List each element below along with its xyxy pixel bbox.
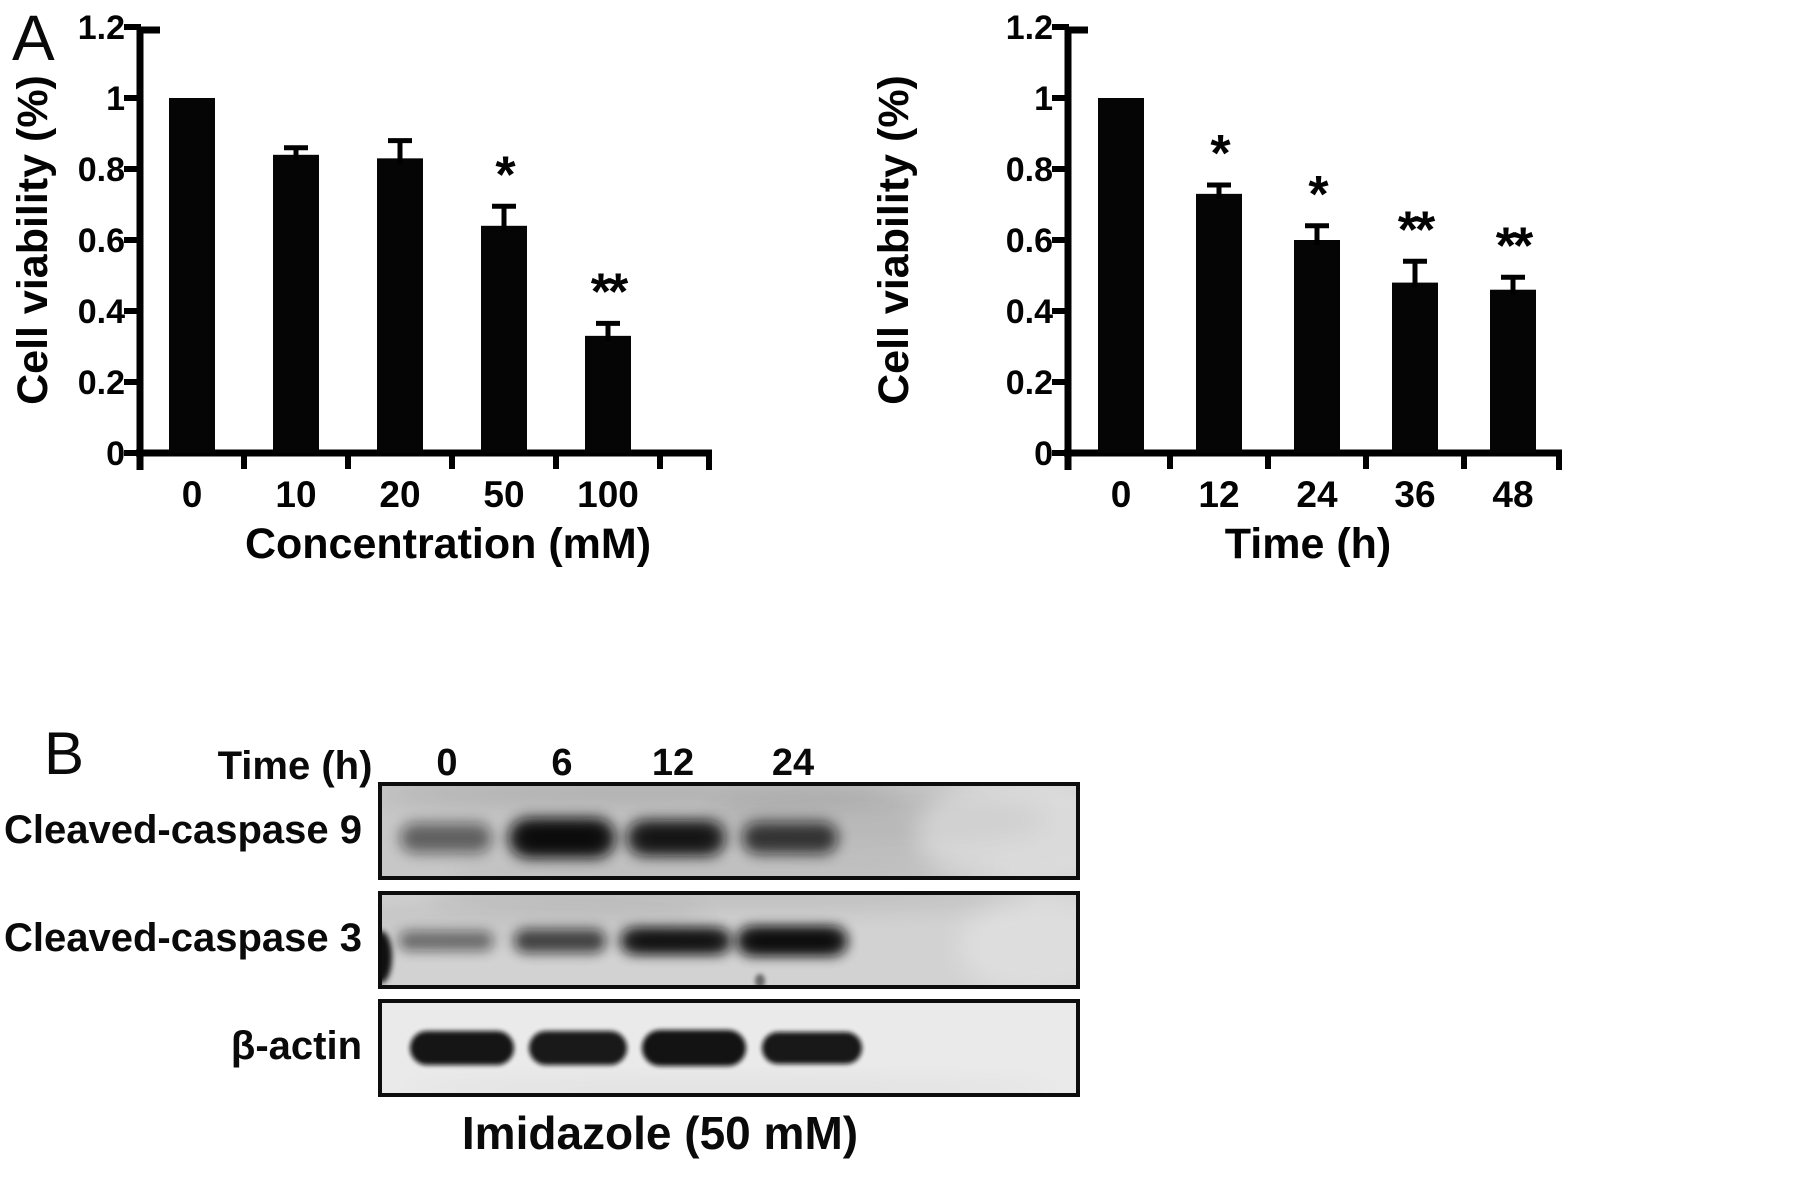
y-tick-label: 1 [106, 80, 125, 118]
blot-band-core [520, 825, 604, 851]
significance-24: * [1308, 166, 1329, 224]
blot-texture [448, 858, 1008, 877]
blot-strip-border [378, 782, 1080, 880]
bar-36 [1392, 282, 1438, 453]
y-axis-title: Cell viability (%) [870, 75, 918, 405]
significance-36: ** [1398, 201, 1436, 259]
blot-artifact [381, 931, 392, 983]
y-tick-label: 0.4 [1006, 293, 1053, 331]
x-category-label: 48 [1492, 474, 1533, 515]
bar-12 [1196, 193, 1242, 453]
panel-a-label: A [12, 2, 55, 74]
blot-row-label-cleaved-caspase-3: Cleaved-caspase 3 [3, 916, 362, 960]
blot-lane-label-12: 12 [651, 742, 695, 784]
bar-0 [1098, 98, 1144, 453]
significance-100: ** [591, 263, 629, 321]
blot-row-label-beta-actin: β-actin [230, 1024, 362, 1068]
blot-caption: Imidazole (50 mM) [461, 1107, 859, 1159]
x-category-label: 100 [577, 474, 639, 515]
y-tick-label: 1.2 [1006, 9, 1053, 47]
blot-time-header: Time (h) [217, 744, 373, 788]
x-category-label: 50 [483, 474, 524, 515]
significance-48: ** [1496, 217, 1534, 275]
y-tick-label: 0.8 [78, 151, 125, 189]
bar-10 [273, 154, 319, 454]
bar-20 [377, 158, 423, 453]
time-chart: 0 0.2 0.4 0.6 0.8 1 1.2 0 * 12 * 24 ** 36 ** 48 Time (h)… [870, 9, 1562, 568]
bar-48 [1490, 289, 1536, 453]
blot-artifact [755, 974, 765, 986]
panel-a-charts: 00.20.40.60.811.20 10 20*50**100Concentrat… [9, 9, 1562, 568]
x-axis-title: Time (h) [1225, 520, 1391, 568]
blot-band-lane-0 [398, 931, 494, 951]
blot-band-lane-6 [529, 1031, 627, 1065]
blot-strip-content [399, 1030, 1059, 1094]
blot-image-beta-actin [378, 999, 1080, 1097]
blot-lane-label-6: 6 [551, 742, 573, 784]
panel-b-label: B [44, 720, 85, 787]
blot-band-core [633, 932, 719, 950]
blot-image-cleaved-caspase-3 [378, 891, 1080, 989]
concentration-chart: 0 0.2 0.4 0.6 0.8 1 1.2 0 10 20 * 50 ** 100 Concentrat… [9, 9, 712, 568]
x-axis-title: Concentration (mM) [245, 520, 651, 568]
y-tick-label: 0.8 [1006, 151, 1053, 189]
blot-band-lane-12 [642, 1030, 746, 1066]
blot-strip-border [378, 999, 1080, 1097]
blot-band-core [638, 826, 714, 850]
y-tick-label: 0.2 [78, 364, 125, 402]
blot-band-core [749, 931, 835, 951]
blot-image-cleaved-caspase-9 [378, 782, 1080, 880]
bar-50 [481, 225, 527, 453]
blot-band-lane-0 [410, 1031, 514, 1065]
blot-strip-border [378, 891, 1080, 989]
y-tick-label: 1 [1034, 80, 1053, 118]
x-category-label: 36 [1394, 474, 1435, 515]
y-axis-title: Cell viability (%) [9, 75, 57, 405]
y-tick-label: 1.2 [78, 9, 125, 47]
blot-strip-content [381, 894, 1077, 986]
blot-band-lane-0 [400, 823, 492, 853]
x-category-label: 24 [1296, 474, 1338, 515]
significance-12: * [1210, 125, 1231, 183]
significance-50: * [495, 146, 516, 204]
x-category-label: 0 [182, 474, 203, 515]
y-tick-label: 0 [106, 435, 125, 473]
blot-lane-label-24: 24 [771, 742, 815, 784]
blot-strip-content [381, 785, 1077, 877]
blot-texture [958, 896, 1077, 986]
bar-24 [1294, 240, 1340, 453]
y-tick-label: 0.6 [1006, 222, 1053, 260]
x-category-label: 20 [379, 474, 420, 515]
x-category-label: 10 [275, 474, 316, 515]
bar-100 [585, 335, 631, 453]
y-tick-label: 0 [1034, 435, 1053, 473]
blot-band-lane-24 [762, 1032, 862, 1064]
x-category-label: 0 [1111, 474, 1132, 515]
bar-0 [169, 98, 215, 453]
y-tick-label: 0.6 [78, 222, 125, 260]
blot-band-lane-24 [742, 822, 838, 854]
blot-texture [916, 785, 1077, 877]
blot-band-lane-6 [514, 929, 606, 953]
blot-texture [399, 1079, 1059, 1094]
y-tick-label: 0.2 [1006, 364, 1053, 402]
x-category-label: 12 [1198, 474, 1239, 515]
blot-lane-label-0: 0 [436, 742, 458, 784]
blot-row-label-cleaved-caspase-9: Cleaved-caspase 9 [3, 808, 362, 852]
y-tick-label: 0.4 [78, 293, 125, 331]
